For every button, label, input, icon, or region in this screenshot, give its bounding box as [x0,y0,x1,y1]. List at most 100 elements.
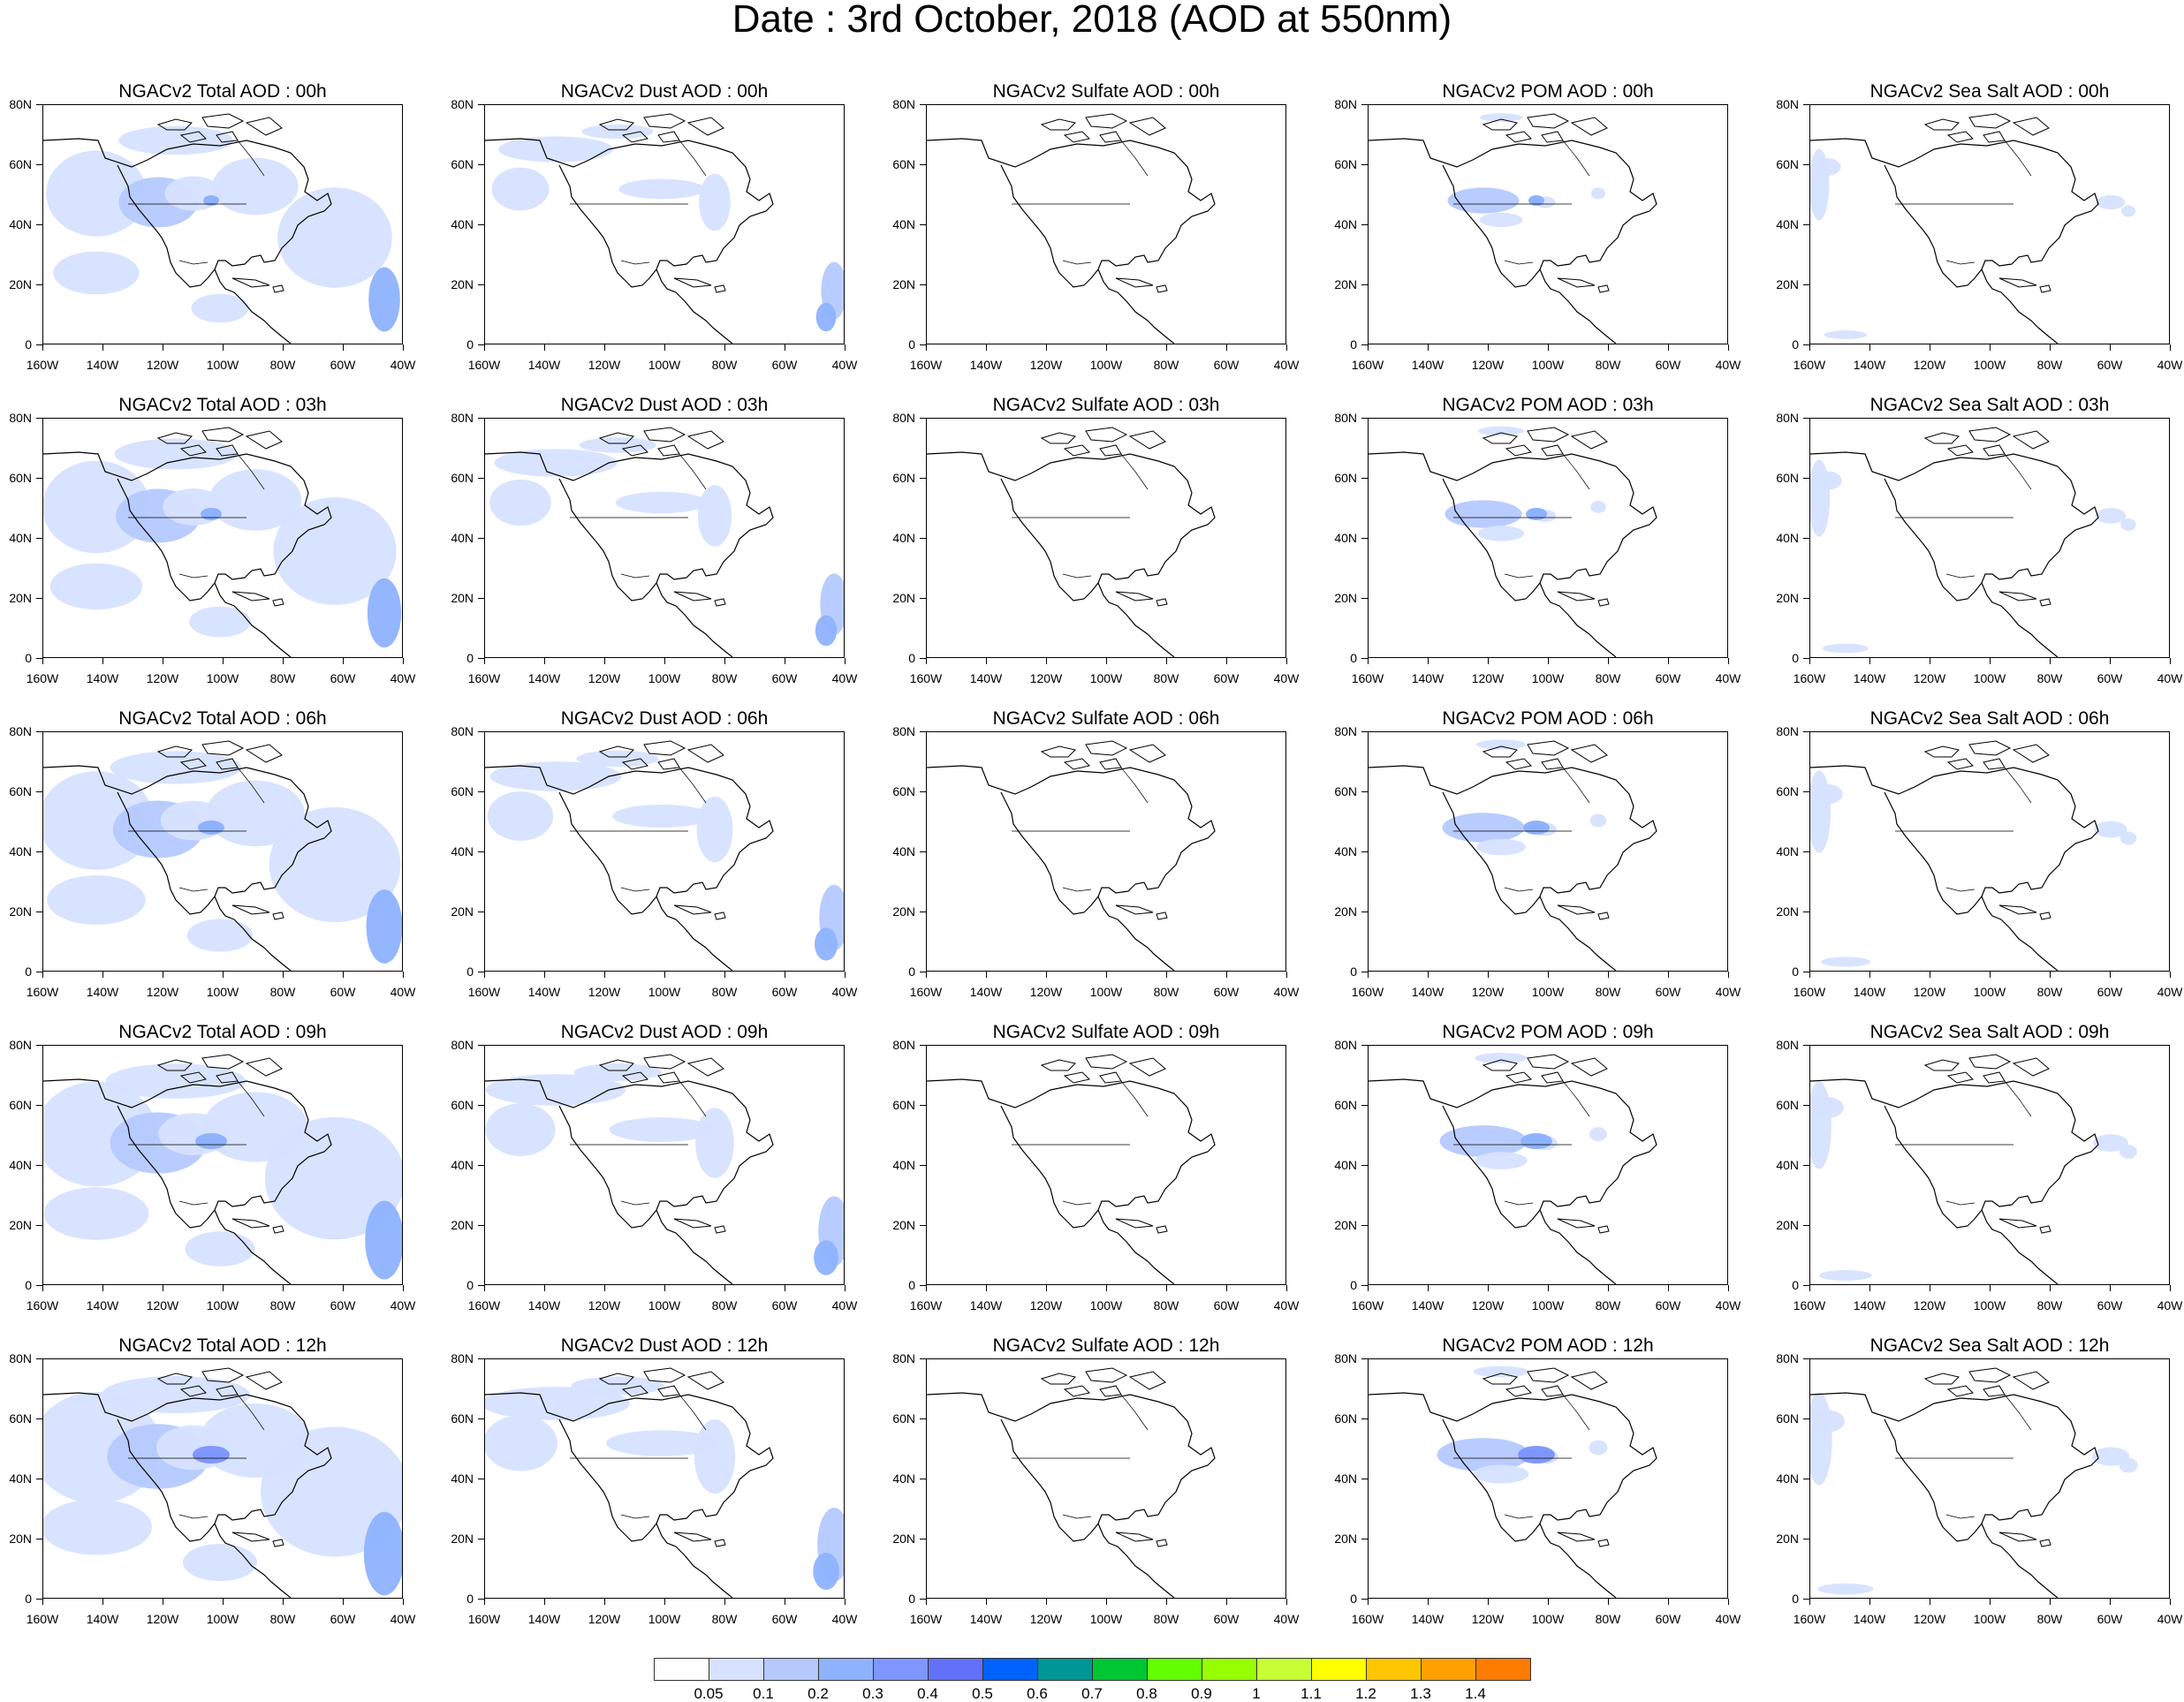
country-border [128,140,265,265]
y-tick-mark [1803,478,1809,479]
map-panel-sulfate-4: NGACv2 Sulfate AOD : 12h 80N 60N 40N 20N 0 160… [892,1335,1332,1668]
panel-title: NGACv2 Sea Salt AOD : 00h [1869,81,2110,102]
island-outline [1570,1371,1608,1390]
x-tick-mark [2050,972,2051,978]
country-border [1012,1394,1149,1519]
island-outline [156,1059,193,1071]
colorbar-label: 0.4 [917,1685,938,1702]
x-tick-label: 160W [467,1612,501,1626]
y-tick-mark [920,224,926,225]
x-tick-label: 80W [1153,671,1179,685]
y-tick-mark [478,1105,484,1106]
y-tick-mark [920,418,926,419]
aod-map [485,427,844,657]
island-outline [643,1367,686,1383]
x-tick-label: 100W [1973,671,2006,685]
x-tick-mark [1608,658,1609,664]
aod-map [927,1367,1216,1598]
x-tick-mark [1548,658,1549,664]
island-outline [714,912,726,920]
aod-hotspot [193,1446,230,1464]
x-tick-label: 140W [1411,1612,1445,1626]
aod-map [1810,1054,2137,1284]
panel-title: NGACv2 Sea Salt AOD : 06h [1869,708,2110,729]
y-tick-label: 80N [451,1351,474,1365]
island-outline [657,1071,680,1084]
y-tick-label: 0 [25,1592,32,1606]
y-tick-mark [36,658,42,659]
map-plot-area [484,1045,845,1285]
island-outline [1040,432,1076,444]
island-outline [714,598,726,607]
x-tick-label: 80W [2036,671,2063,685]
y-tick-label: 0 [908,651,915,665]
panel-title: NGACv2 Sea Salt AOD : 03h [1869,395,2110,415]
country-border [1895,140,2032,265]
island-outline [686,430,724,450]
y-tick-mark [478,104,484,105]
island-outline [1527,740,1570,756]
island-outline [1968,740,2012,756]
x-tick-label: 140W [86,358,119,372]
x-tick-label: 60W [1655,1612,1681,1626]
panel-title: NGACv2 Sulfate AOD : 09h [992,1022,1220,1042]
map-panel-total-0: NGACv2 Total AOD : 00h 80N 60N 40N 20N 0 160W 1… [9,81,449,413]
coastline [485,1392,774,1598]
x-tick-label: 40W [390,671,416,685]
island-outline [1482,1373,1518,1385]
y-tick-label: 40N [1334,217,1357,231]
x-tick-mark [1869,972,1870,978]
colorbar-label: 1 [1252,1685,1261,1702]
island-outline [201,427,245,443]
island-outline [1040,745,1076,758]
y-tick-label: 20N [9,1532,32,1546]
aod-shaded-area [105,1063,246,1099]
island-outline [1983,444,2006,457]
colorbar-label: 0.05 [694,1685,724,1702]
aod-hotspot [203,195,219,206]
y-tick-label: 20N [1334,277,1357,291]
aod-hotspot [1523,821,1550,835]
x-tick-mark [544,344,545,351]
x-tick-label: 80W [2036,985,2063,999]
x-tick-label: 100W [1973,985,2006,999]
island-outline [598,745,634,758]
x-tick-label: 160W [909,358,943,372]
island-outline [272,1539,284,1547]
x-tick-mark [1106,1285,1107,1291]
y-tick-mark [1803,791,1809,792]
x-tick-label: 40W [831,358,858,372]
y-tick-label: 60N [1776,471,1799,485]
x-tick-mark [283,344,284,351]
island-outline [1115,1218,1154,1229]
x-tick-label: 80W [711,1298,738,1312]
y-tick-mark [920,284,926,285]
island-outline [643,113,686,129]
y-tick-mark [36,1285,42,1286]
x-tick-mark [484,1599,485,1605]
map-plot-area [1809,418,2170,658]
y-tick-label: 80N [1334,1351,1357,1365]
x-tick-mark [1668,344,1669,351]
x-tick-mark [1608,1285,1609,1291]
island-outline [1085,740,1128,756]
aod-shaded-area [102,1376,250,1413]
x-tick-label: 140W [1853,671,1886,685]
y-tick-mark [920,1418,926,1419]
y-tick-mark [478,851,484,852]
x-tick-label: 80W [1153,985,1179,999]
x-tick-mark [223,1285,224,1291]
x-tick-label: 140W [1853,1612,1886,1626]
x-tick-label: 160W [26,671,59,685]
x-tick-mark [484,344,485,351]
country-border [570,140,707,265]
island-outline [201,1367,245,1383]
x-tick-label: 40W [390,1298,416,1312]
island-outline [216,131,239,143]
map-panel-dust-2: NGACv2 Dust AOD : 06h 80N 60N 40N 20N 0 160W 14… [451,708,891,1040]
x-tick-label: 120W [588,671,621,685]
x-tick-label: 60W [330,985,356,999]
map-plot-area [42,418,403,658]
aod-map [1810,113,2136,344]
x-tick-mark [1990,972,1991,978]
